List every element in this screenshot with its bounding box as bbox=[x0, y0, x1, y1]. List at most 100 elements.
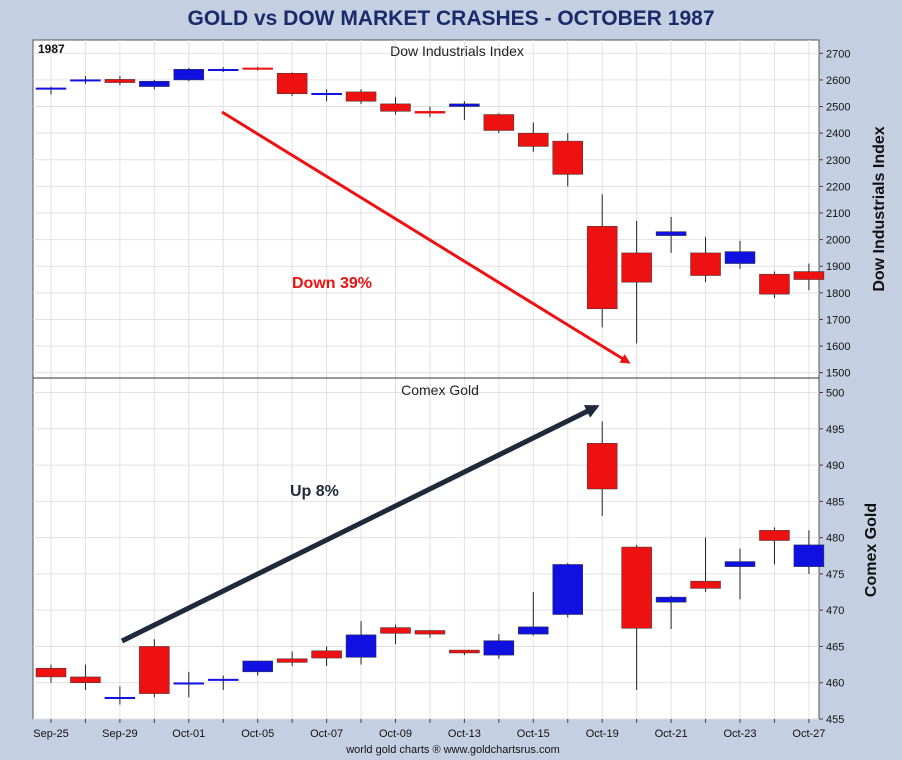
dow-panel-title: Dow Industrials Index bbox=[390, 43, 524, 59]
gold-candle-body bbox=[621, 546, 652, 629]
gold-y-axis-label: Comex Gold bbox=[863, 503, 880, 597]
dow-y-tick-label: 2500 bbox=[826, 102, 850, 114]
gold-panel-title: Comex Gold bbox=[401, 382, 479, 398]
gold-candle-body bbox=[35, 667, 67, 678]
dow-candle-body bbox=[483, 114, 515, 131]
dow-candle bbox=[724, 240, 756, 269]
x-tick-label: Oct-19 bbox=[586, 728, 619, 740]
dow-candle bbox=[483, 113, 515, 134]
dow-candle bbox=[70, 75, 101, 84]
gold-candle bbox=[345, 621, 377, 665]
dow-candle bbox=[345, 89, 377, 104]
dow-candle-body bbox=[345, 91, 377, 102]
gold-candle bbox=[173, 671, 205, 698]
gold-candle bbox=[70, 664, 101, 690]
dow-candle-body bbox=[311, 92, 342, 95]
dow-candle-body bbox=[35, 87, 67, 90]
x-tick-label: Oct-23 bbox=[723, 728, 756, 740]
dow-candle-body bbox=[793, 271, 825, 280]
dow-candle bbox=[793, 263, 825, 291]
gold-candle bbox=[311, 646, 342, 667]
dow-candle-body bbox=[104, 79, 136, 83]
footer-credit: world gold charts ® www.goldchartsrus.co… bbox=[345, 744, 560, 756]
dow-candle-body bbox=[759, 273, 790, 295]
gold-candle-body bbox=[518, 626, 549, 635]
dow-candle bbox=[139, 79, 170, 90]
year-label: 1987 bbox=[38, 42, 65, 56]
dow-candle-body bbox=[414, 111, 446, 114]
dow-candle-body bbox=[449, 103, 480, 107]
gold-y-axis: 455 460 465 470 475 480 485 490 495 500 bbox=[819, 388, 844, 726]
gold-y-tick-label: 500 bbox=[826, 388, 844, 400]
dow-candle bbox=[35, 86, 67, 95]
dow-candle bbox=[621, 220, 652, 344]
dow-candle-body bbox=[724, 251, 756, 264]
gold-candle bbox=[104, 686, 136, 705]
gold-candle-body bbox=[242, 660, 273, 673]
gold-candle-body bbox=[104, 696, 136, 699]
x-tick-label: Oct-13 bbox=[448, 728, 481, 740]
grid bbox=[33, 40, 819, 720]
gold-candle-body bbox=[655, 596, 687, 603]
dow-candle-body bbox=[242, 67, 273, 70]
gold-candle bbox=[414, 629, 446, 638]
gold-candle bbox=[518, 592, 549, 636]
gold-y-tick-label: 485 bbox=[826, 496, 844, 508]
x-tick-label: Oct-21 bbox=[655, 728, 688, 740]
dow-candle-body bbox=[586, 226, 618, 310]
x-tick-label: Oct-27 bbox=[792, 728, 825, 740]
gold-candle bbox=[208, 675, 239, 690]
dow-down-arrow bbox=[221, 110, 631, 364]
gold-y-tick-label: 490 bbox=[826, 460, 844, 472]
gold-candle bbox=[242, 660, 273, 676]
dow-y-tick-label: 1600 bbox=[826, 341, 850, 353]
chart-title: GOLD vs DOW MARKET CRASHES - OCTOBER 198… bbox=[187, 7, 714, 30]
gold-candle-body bbox=[483, 640, 515, 656]
dow-y-tick-label: 2400 bbox=[826, 128, 850, 140]
dow-y-tick-label: 2200 bbox=[826, 181, 850, 193]
gold-candle-body bbox=[724, 561, 756, 567]
gold-candle bbox=[586, 421, 618, 516]
dow-candle bbox=[311, 89, 342, 102]
dow-candle bbox=[655, 216, 687, 253]
x-tick-label: Sep-25 bbox=[33, 728, 68, 740]
gold-y-tick-label: 470 bbox=[826, 605, 844, 617]
gold-candles bbox=[35, 421, 825, 705]
x-tick-label: Sep-29 bbox=[102, 728, 137, 740]
dow-candle bbox=[586, 194, 618, 328]
gold-candle bbox=[793, 530, 825, 574]
dow-candle-body bbox=[139, 81, 170, 87]
gold-candle-body bbox=[552, 564, 583, 615]
gold-candle bbox=[621, 544, 652, 690]
dow-annotation: Down 39% bbox=[292, 275, 372, 292]
dow-y-axis: 1500 1600 1700 1800 1900 2000 2100 2200 2300 2400… bbox=[819, 48, 850, 380]
dow-y-tick-label: 1500 bbox=[826, 368, 850, 380]
dow-candle-body bbox=[518, 132, 549, 147]
dow-y-tick-label: 2300 bbox=[826, 155, 850, 167]
gold-candle bbox=[724, 548, 756, 600]
dow-candle bbox=[276, 72, 308, 96]
dow-candles bbox=[35, 66, 825, 344]
dow-candle-body bbox=[208, 69, 239, 72]
gold-y-tick-label: 455 bbox=[826, 714, 844, 726]
dow-candle-body bbox=[690, 252, 721, 276]
gold-candle bbox=[35, 664, 67, 683]
dow-candle-body bbox=[552, 140, 583, 175]
dow-candle-body bbox=[70, 79, 101, 82]
dow-candle-body bbox=[173, 69, 205, 81]
dow-y-tick-label: 2100 bbox=[826, 208, 850, 220]
gold-y-tick-label: 465 bbox=[826, 641, 844, 653]
dow-candle-body bbox=[655, 231, 687, 236]
gold-candle bbox=[483, 634, 515, 659]
x-tick-label: Oct-01 bbox=[172, 728, 205, 740]
gold-candle-body bbox=[759, 530, 790, 541]
x-tick-label: Oct-05 bbox=[241, 728, 274, 740]
gold-candle bbox=[690, 537, 721, 593]
gold-candle bbox=[139, 639, 170, 698]
dow-y-tick-label: 1700 bbox=[826, 314, 850, 326]
gold-y-tick-label: 480 bbox=[826, 533, 844, 545]
gold-candle-body bbox=[793, 544, 825, 567]
gold-candle-body bbox=[276, 658, 308, 663]
gold-candle bbox=[655, 595, 687, 630]
